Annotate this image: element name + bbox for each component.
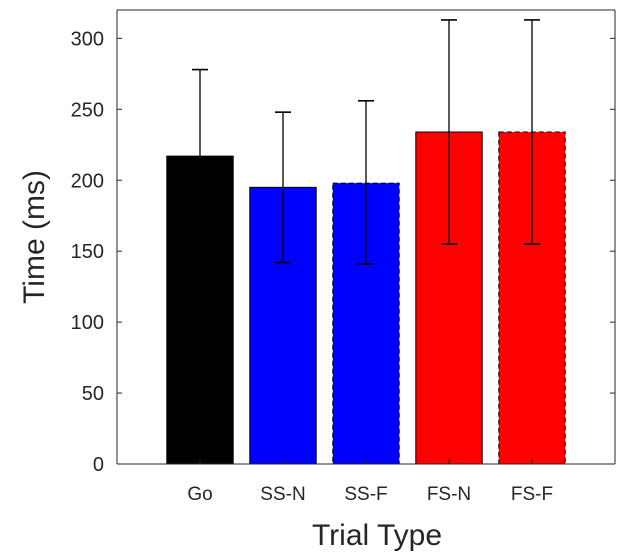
y-tick-label: 150 xyxy=(71,241,104,263)
x-tick-label: SS-F xyxy=(344,484,387,505)
error-bar-fs-f xyxy=(524,19,540,245)
error-bars-group xyxy=(192,19,540,265)
x-tick-label: SS-N xyxy=(260,484,305,505)
y-tick-label: 200 xyxy=(71,170,104,192)
x-tick-label: FS-N xyxy=(427,484,471,505)
x-tick-label: FS-F xyxy=(511,484,553,505)
error-bar-fs-n xyxy=(441,19,457,245)
y-tick-labels: 0 50 100 150 200 250 300 xyxy=(71,28,104,476)
y-tick-label: 0 xyxy=(93,454,104,476)
error-bar-go xyxy=(192,68,208,244)
error-bar-ss-f xyxy=(358,100,374,265)
x-tick-labels: Go SS-N SS-F FS-N FS-F xyxy=(187,484,553,505)
x-tick-label: Go xyxy=(187,484,212,505)
y-tick-label: 300 xyxy=(71,28,104,50)
y-tick-label: 100 xyxy=(71,312,104,334)
y-tick-label: 250 xyxy=(71,99,104,121)
axes-group xyxy=(116,9,616,465)
y-tick-label: 50 xyxy=(82,383,104,405)
y-axis-label: Time (ms) xyxy=(18,170,51,304)
x-axis-label: Trial Type xyxy=(312,519,442,552)
error-bar-ss-n xyxy=(275,111,291,264)
